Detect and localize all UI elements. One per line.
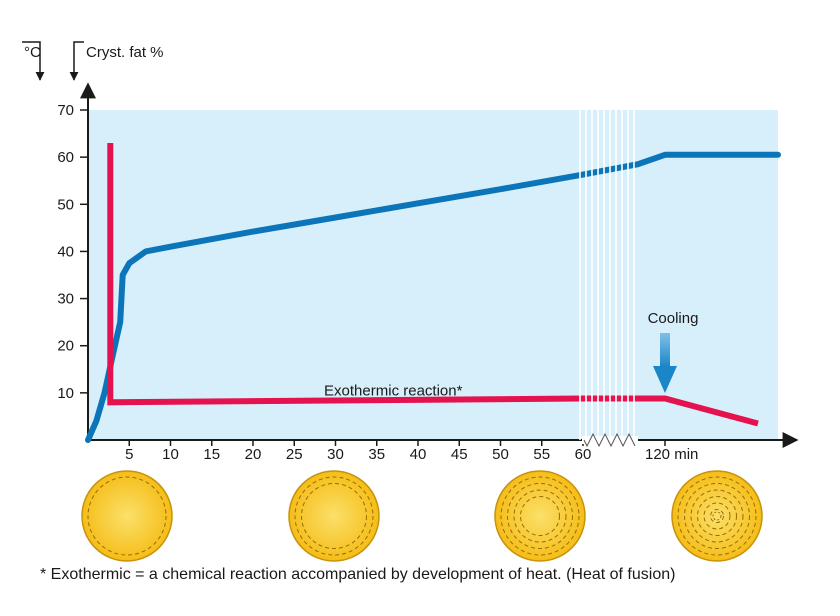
x-tick-label: 40 [410, 446, 427, 463]
crystal-ring [513, 489, 567, 543]
axis-break-stripes [579, 110, 635, 440]
cooling-arrow-head [653, 366, 677, 393]
cooling-arrow-icon [653, 333, 677, 393]
y-tick-label: 40 [57, 243, 74, 260]
crystal-stages [81, 470, 763, 562]
crystal-stage-icon [494, 470, 586, 562]
annotation-cooling: Cooling [648, 310, 699, 327]
crystal-ring [507, 483, 573, 549]
crystal-circle [494, 470, 586, 562]
y-tick-label: 60 [57, 149, 74, 166]
x-tick-label: 45 [451, 446, 468, 463]
crystal-ring [703, 502, 731, 530]
cooling-arrow-shaft [660, 333, 670, 367]
crystal-ring [520, 496, 560, 536]
footnote: * Exothermic = a chemical reaction accom… [40, 566, 676, 583]
x-tick-label: 55 [533, 446, 550, 463]
y-tick-label: 70 [57, 102, 74, 119]
x-tick-label: 35 [368, 446, 385, 463]
crystal-ring [710, 509, 724, 523]
crystal-ring [677, 476, 757, 556]
break-mask [582, 436, 638, 444]
x-tick-label: 15 [203, 446, 220, 463]
y-tick-label: 20 [57, 338, 74, 355]
unit-label-crystal-group: Cryst. fat % [69, 41, 164, 81]
x-axis-break-zigzag [582, 432, 638, 448]
crystal-circle [288, 470, 380, 562]
x-tick-label: 10 [162, 446, 179, 463]
x-axis-ticks: 5 10 15 20 25 30 35 40 45 50 55 60 [125, 440, 666, 463]
x-tick-label: 50 [492, 446, 509, 463]
x-tick-label: 20 [245, 446, 262, 463]
crystal-ring [684, 483, 750, 549]
crystal-stage-icon [81, 470, 173, 562]
y-tick-label: 50 [57, 196, 74, 213]
crystal-ring [301, 483, 367, 549]
unit-label-temperature-group: °C [22, 41, 45, 81]
y-tick-label: 10 [57, 385, 74, 402]
series-temperature-line [107, 143, 759, 427]
crystal-ring [500, 476, 580, 556]
annotation-exothermic: Exothermic reaction* [324, 382, 463, 399]
crystal-circle [671, 470, 763, 562]
crystal-circle [81, 470, 173, 562]
x-tick-label: 60 [575, 446, 592, 463]
crystal-ring [697, 496, 737, 536]
x-tick-label: 5 [125, 446, 133, 463]
x-axis-end-label: 120 min [645, 446, 698, 463]
crystal-stage-icon [288, 470, 380, 562]
unit-label-temperature: °C [24, 44, 41, 61]
crystal-ring [294, 476, 374, 556]
crystal-ring [690, 489, 744, 543]
crystal-ring [87, 476, 167, 556]
y-tick-label: 30 [57, 291, 74, 308]
x-tick-label: 25 [286, 446, 303, 463]
x-tick-label: 30 [327, 446, 344, 463]
unit-label-crystal: Cryst. fat % [86, 44, 164, 61]
break-zigzag-path [583, 432, 636, 448]
crystal-stage-icon [671, 470, 763, 562]
y-axis-ticks: 10 20 30 40 50 60 70 [57, 102, 88, 402]
crystal-core [712, 511, 722, 521]
